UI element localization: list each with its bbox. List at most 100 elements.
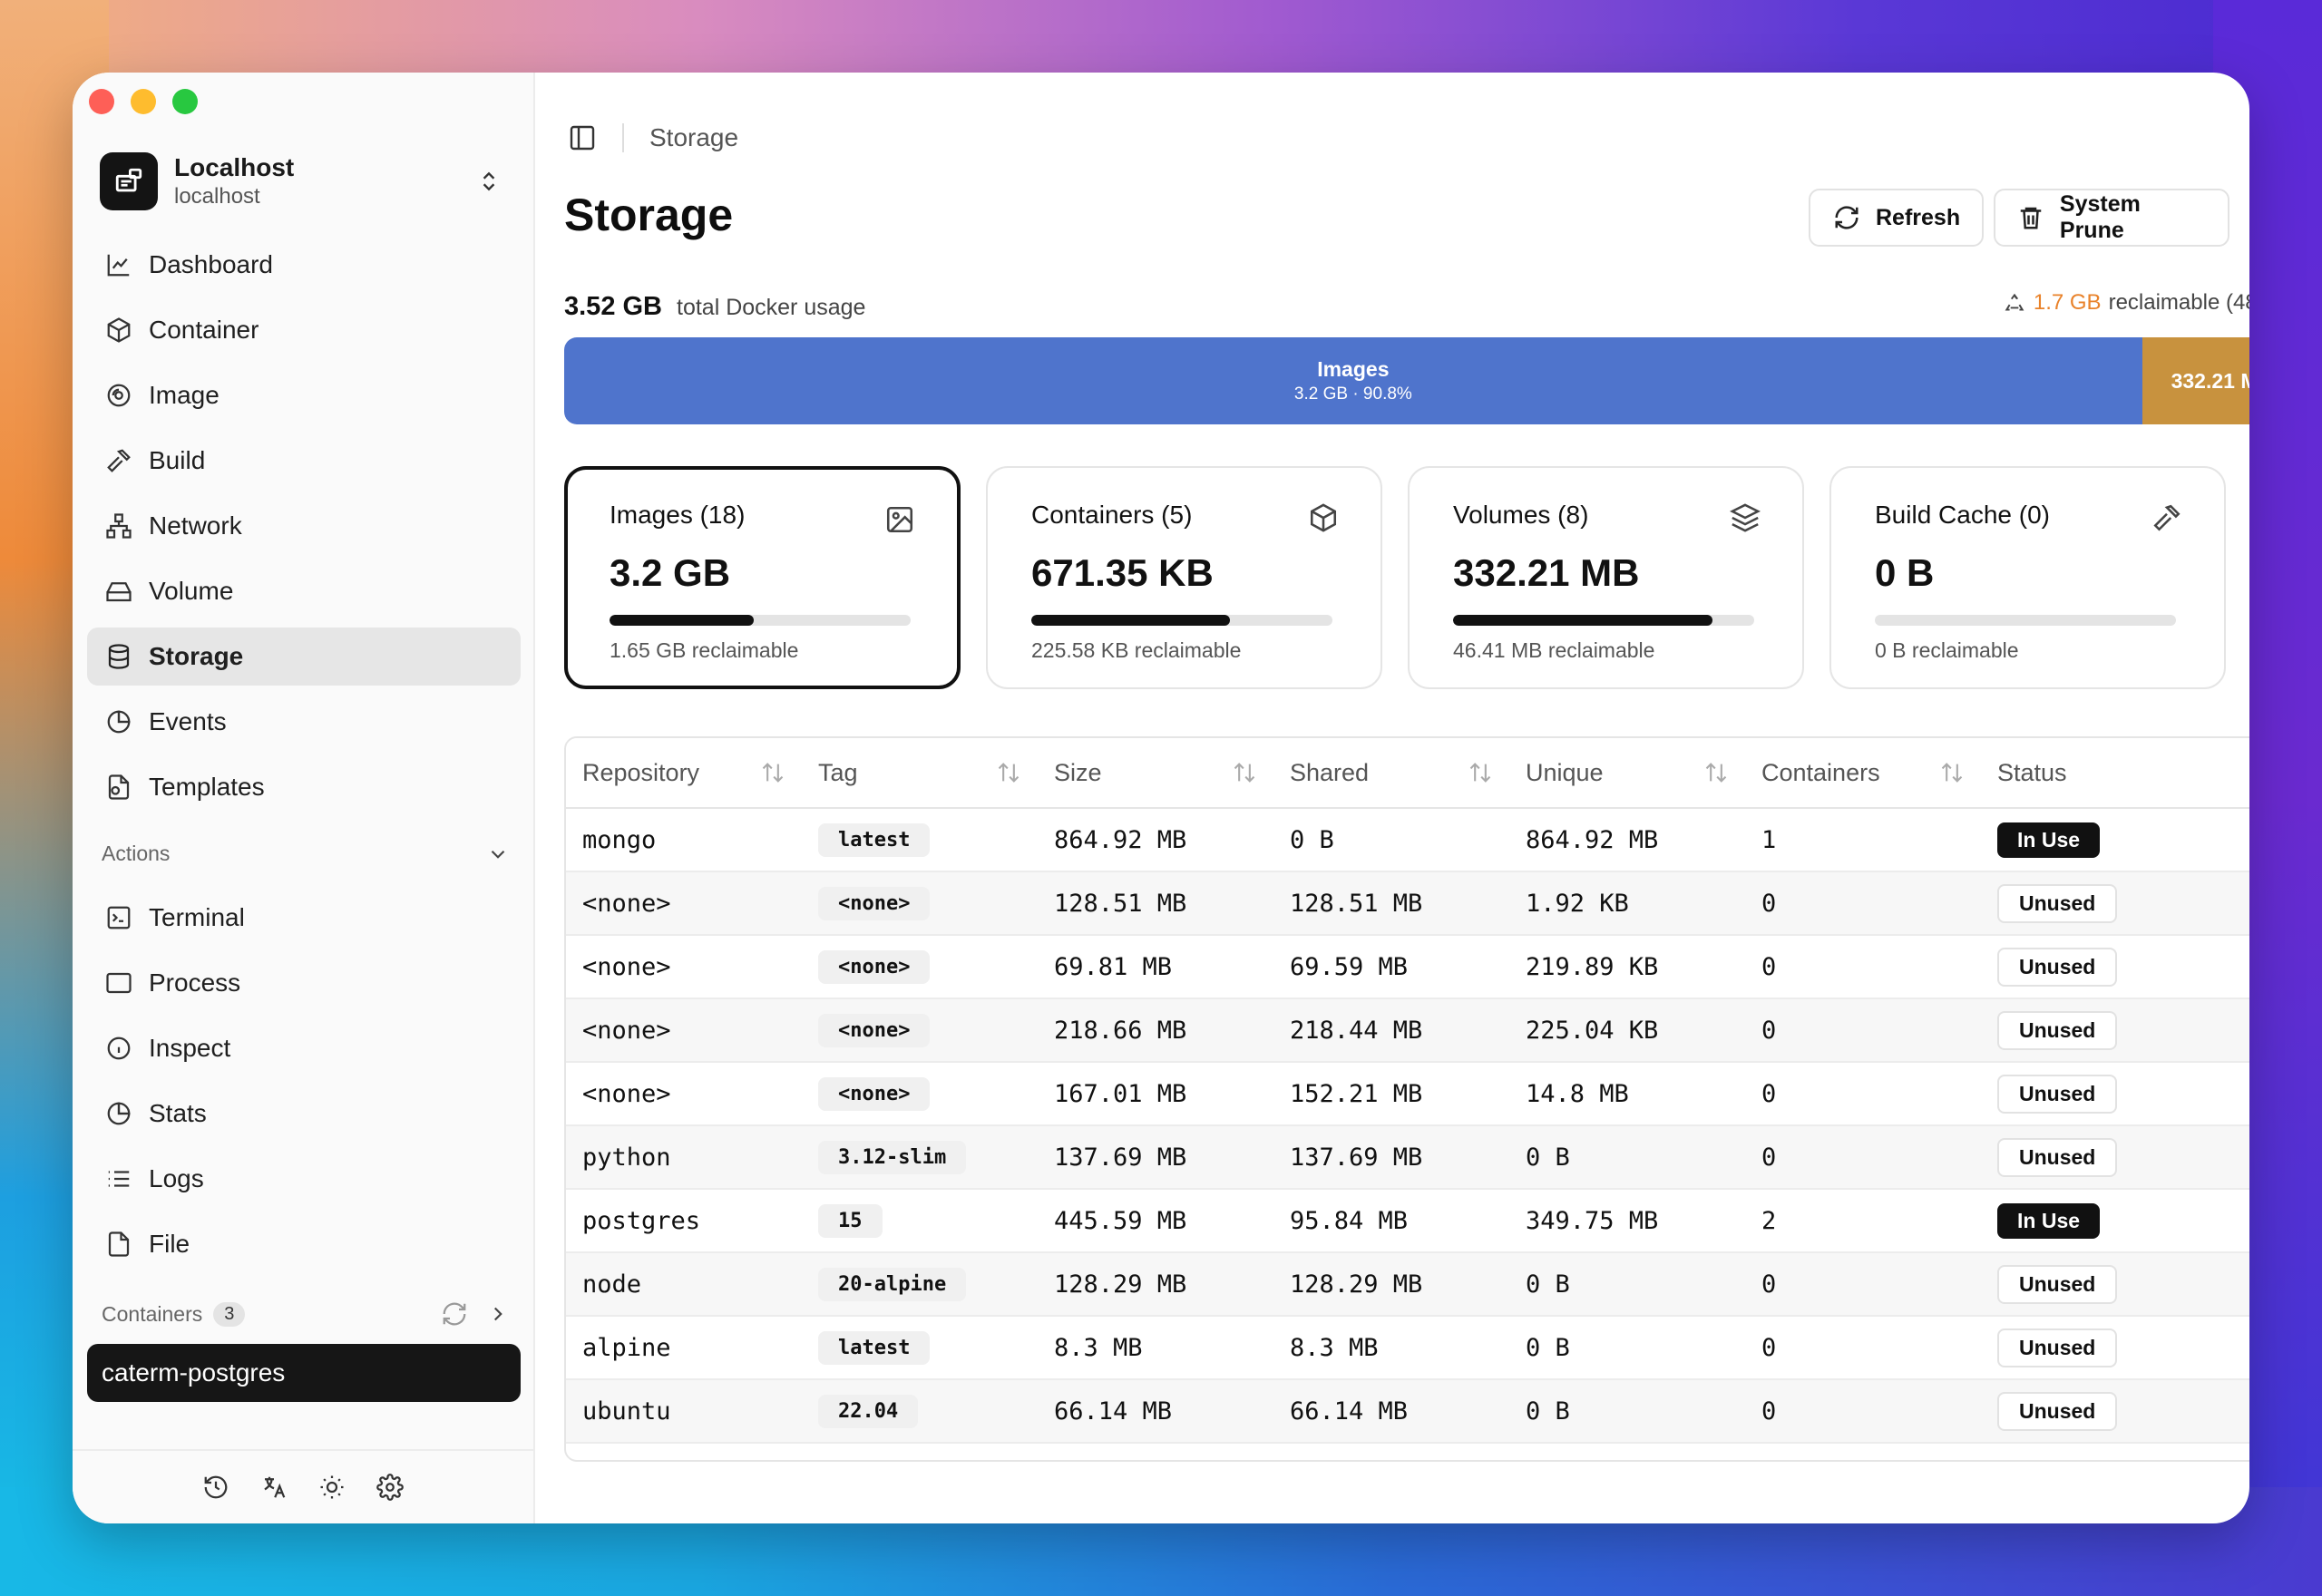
table-row[interactable]: <none> <none> 167.01 MB 152.21 MB 14.8 MB 0 Un… — [566, 1063, 2249, 1126]
column-header-unique[interactable]: Unique — [1509, 759, 1745, 787]
cell-status: Unused — [1981, 1074, 2217, 1114]
container-item-selected[interactable]: caterm-postgres — [87, 1344, 521, 1402]
table-row[interactable]: mongo latest 864.92 MB 0 B 864.92 MB 1 In Use — [566, 809, 2249, 872]
sort-arrows-icon[interactable] — [1703, 760, 1729, 785]
sidebar-item-storage[interactable]: Storage — [87, 628, 521, 686]
minimize-window-button[interactable] — [131, 89, 156, 114]
close-window-button[interactable] — [89, 89, 114, 114]
sort-arrows-icon[interactable] — [1232, 760, 1257, 785]
sidebar-item-events[interactable]: Events — [87, 693, 521, 751]
table-row[interactable]: node 20-alpine 128.29 MB 128.29 MB 0 B 0 Unuse… — [566, 1253, 2249, 1317]
sidebar-item-volume[interactable]: Volume — [87, 562, 521, 620]
translate-icon[interactable] — [259, 1472, 289, 1503]
table-row[interactable]: python 3.12-slim 137.69 MB 137.69 MB 0 B 0 Unu… — [566, 1126, 2249, 1190]
cell-tag: 15 — [802, 1203, 1038, 1238]
cell-containers: 0 — [1761, 1079, 1777, 1108]
sort-arrows-icon[interactable] — [1939, 760, 1965, 785]
network-icon — [103, 511, 134, 541]
chevron-down-icon[interactable] — [486, 842, 510, 866]
column-header-label: Unique — [1526, 758, 1604, 786]
sidebar-item-dashboard[interactable]: Dashboard — [87, 236, 521, 294]
table-row[interactable]: ubuntu 22.04 66.14 MB 66.14 MB 0 B 0 Unused — [566, 1380, 2249, 1444]
sidebar: Localhost localhost Dashboard Container … — [73, 73, 535, 1523]
table-row[interactable]: <none> <none> 128.51 MB 128.51 MB 1.92 KB 0 Un… — [566, 872, 2249, 936]
containers-header-label: Containers — [102, 1301, 203, 1326]
tag-badge: latest — [818, 1330, 931, 1365]
sidebar-item-label: Dashboard — [149, 250, 273, 278]
trash-icon — [2017, 203, 2045, 232]
sidebar-item-logs[interactable]: Logs — [87, 1150, 521, 1208]
column-header-tag[interactable]: Tag — [802, 759, 1038, 787]
sort-arrows-icon[interactable] — [996, 760, 1021, 785]
sidebar-item-build[interactable]: Build — [87, 432, 521, 490]
sidebar-item-process[interactable]: Process — [87, 954, 521, 1012]
images-segment[interactable]: Images 3.2 GB · 90.8% — [564, 337, 2142, 424]
images-card[interactable]: Images (18) 3.2 GB 1.65 GB reclaimable — [564, 466, 961, 689]
chevron-up-down-icon[interactable] — [475, 168, 502, 195]
column-header-label: Repository — [582, 758, 700, 786]
chart-line-icon — [103, 249, 134, 280]
sidebar-item-inspect[interactable]: Inspect — [87, 1019, 521, 1077]
cell-tag: latest — [802, 822, 1038, 857]
cell-repo: <none> — [582, 889, 671, 918]
process-icon — [103, 968, 134, 998]
cell-repo: ubuntu — [582, 1396, 671, 1426]
cell-containers: 0 — [1761, 952, 1777, 981]
card-progress — [1453, 615, 1754, 626]
sidebar-item-network[interactable]: Network — [87, 497, 521, 555]
settings-gear-icon[interactable] — [375, 1472, 405, 1503]
sidebar-item-stats[interactable]: Stats — [87, 1085, 521, 1143]
containers-card[interactable]: Containers (5) 671.35 KB 225.58 KB recla… — [986, 466, 1382, 689]
image-icon — [884, 504, 915, 535]
cell-unique: 225.04 KB — [1526, 1016, 1659, 1045]
column-header-status[interactable]: Status — [1981, 759, 2217, 787]
terminal-icon — [103, 902, 134, 933]
column-header-shared[interactable]: Shared — [1273, 759, 1509, 787]
actions-section-header[interactable]: Actions — [102, 842, 510, 866]
column-header-containers[interactable]: Containers — [1745, 759, 1981, 787]
build-cache-card[interactable]: Build Cache (0) 0 B 0 B reclaimable — [1829, 466, 2226, 689]
column-header-label: Containers — [1761, 758, 1880, 786]
info-icon — [103, 1033, 134, 1064]
table-row[interactable]: <none> <none> 69.81 MB 69.59 MB 219.89 KB 0 Un… — [566, 936, 2249, 999]
volumes-segment[interactable]: 332.21 MB — [2142, 337, 2249, 424]
volumes-card[interactable]: Volumes (8) 332.21 MB 46.41 MB reclaimab… — [1408, 466, 1804, 689]
cell-unique: 0 B — [1526, 1396, 1570, 1426]
table-header: Repository Tag Size Shared Unique Containers S… — [566, 738, 2249, 809]
refresh-button[interactable]: Refresh — [1809, 189, 1985, 247]
sidebar-item-templates[interactable]: Templates — [87, 758, 521, 816]
system-prune-button[interactable]: System Prune — [1994, 189, 2229, 247]
cell-size: 69.81 MB — [1054, 952, 1173, 981]
cell-status: Unused — [1981, 1137, 2217, 1177]
column-header-repository[interactable]: Repository — [566, 759, 802, 787]
cell-shared: 218.44 MB — [1290, 1016, 1423, 1045]
cell-containers: 0 — [1761, 1396, 1777, 1426]
cell-size: 864.92 MB — [1054, 825, 1187, 854]
sidebar-item-terminal[interactable]: Terminal — [87, 889, 521, 947]
host-server-icon — [100, 152, 158, 210]
sort-arrows-icon[interactable] — [760, 760, 785, 785]
column-header-label: Tag — [818, 758, 858, 786]
refresh-icon[interactable] — [441, 1300, 468, 1328]
sidebar-item-container[interactable]: Container — [87, 301, 521, 359]
cell-repo: alpine — [582, 1333, 671, 1362]
history-icon[interactable] — [200, 1472, 231, 1503]
pie-chart-icon — [103, 1098, 134, 1129]
maximize-window-button[interactable] — [172, 89, 198, 114]
chevron-right-icon[interactable] — [486, 1302, 510, 1326]
sidebar-item-file[interactable]: File — [87, 1215, 521, 1273]
table-row[interactable]: postgres 15 445.59 MB 95.84 MB 349.75 MB 2 In … — [566, 1190, 2249, 1253]
host-switcher[interactable]: Localhost localhost — [100, 147, 508, 216]
sidebar-toggle-icon[interactable] — [568, 123, 597, 152]
cell-size: 218.66 MB — [1054, 1016, 1187, 1045]
containers-count-badge: 3 — [213, 1301, 246, 1327]
table-row[interactable]: <none> <none> 218.66 MB 218.44 MB 225.04 KB 0… — [566, 999, 2249, 1063]
cell-repo: node — [582, 1270, 642, 1299]
sidebar-footer — [73, 1449, 533, 1523]
sort-arrows-icon[interactable] — [1468, 760, 1493, 785]
cell-unique: 0 B — [1526, 1270, 1570, 1299]
sidebar-item-image[interactable]: Image — [87, 366, 521, 424]
sun-icon[interactable] — [317, 1472, 347, 1503]
table-row[interactable]: alpine latest 8.3 MB 8.3 MB 0 B 0 Unused — [566, 1317, 2249, 1380]
column-header-size[interactable]: Size — [1038, 759, 1273, 787]
